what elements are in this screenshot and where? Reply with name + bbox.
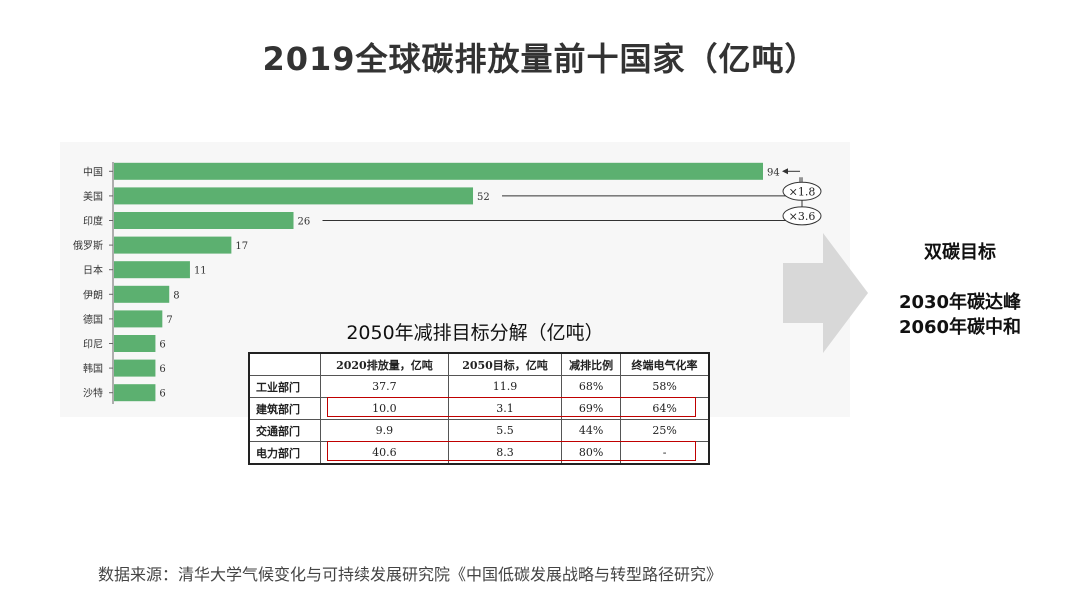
table-row: 电力部门 40.6 8.3 80% -	[248, 441, 710, 465]
category-label: 德国	[83, 313, 103, 326]
table-row: 工业部门 37.7 11.9 68% 58%	[248, 375, 710, 398]
row-label: 交通部门	[248, 419, 321, 442]
multiplier-label: ×1.8	[789, 185, 816, 198]
table-cell: 11.9	[447, 375, 563, 398]
value-label: 17	[235, 241, 248, 252]
value-label: 6	[159, 340, 165, 351]
value-label: 7	[166, 315, 172, 326]
source-note: 数据来源：清华大学气候变化与可持续发展研究院《中国低碳发展战略与转型路径研究》	[98, 565, 723, 584]
goal-line-neutral: 2060年碳中和	[898, 317, 1022, 338]
row-label: 建筑部门	[248, 397, 321, 420]
goal-line-peak: 2030年碳达峰	[898, 292, 1022, 313]
bar-chart-svg: 中国 94 美国 52 印度 26 俄罗斯 17 日本 11 伊朗 8 德国 7 印尼 6 韩国 6 沙特 6 ×1.8…	[73, 162, 822, 404]
reduction-table: 2020排放量，亿吨 2050目标，亿吨 减排比例 终端电气化率 工业部门 37…	[248, 352, 710, 465]
row-label: 电力部门	[248, 441, 321, 465]
bar	[114, 261, 190, 279]
value-label: 8	[173, 290, 179, 301]
table-header-row: 2020排放量，亿吨 2050目标，亿吨 减排比例 终端电气化率	[248, 352, 710, 376]
category-label: 印尼	[83, 339, 103, 351]
page-title: 2019全球碳排放量前十国家（亿吨）	[262, 40, 818, 78]
row-label: 工业部门	[248, 375, 321, 398]
header-cell-reduction-ratio: 减排比例	[561, 352, 622, 376]
header-cell-target-2050: 2050目标，亿吨	[447, 352, 563, 376]
table-cell: 40.6	[320, 441, 449, 465]
multiplier-label: ×3.6	[789, 210, 816, 223]
table-cell: 68%	[561, 375, 622, 398]
header-cell-emission-2020: 2020排放量，亿吨	[320, 352, 449, 376]
goal-title: 双碳目标	[924, 242, 996, 263]
bar	[114, 384, 156, 402]
multiplier-circle	[782, 181, 822, 201]
value-label: 6	[159, 364, 165, 375]
header-cell-empty	[248, 352, 321, 376]
bar	[114, 162, 763, 180]
value-label: 11	[194, 266, 207, 277]
table-cell: 25%	[620, 419, 710, 442]
category-label: 伊朗	[83, 289, 103, 301]
highlight-box-building	[327, 397, 696, 417]
value-label: 94	[767, 167, 780, 178]
table-cell: 9.9	[320, 419, 449, 442]
bar	[114, 285, 170, 303]
value-label: 26	[298, 217, 311, 228]
bar	[114, 310, 163, 328]
value-label: 52	[477, 192, 490, 203]
category-label: 日本	[83, 264, 103, 277]
compare-line-usa	[502, 177, 801, 197]
bar	[114, 212, 294, 229]
bar	[114, 187, 474, 205]
arrowhead-icon	[782, 168, 788, 175]
multiplier-circle	[782, 206, 822, 226]
table-cell: 5.5	[447, 419, 563, 442]
header-cell-electrification: 终端电气化率	[620, 352, 710, 376]
category-label: 韩国	[83, 362, 103, 375]
right-arrow-icon	[783, 233, 868, 353]
category-label: 俄罗斯	[73, 239, 103, 252]
table-cell: 37.7	[320, 375, 449, 398]
table-title: 2050年减排目标分解（亿吨）	[346, 322, 604, 344]
bar	[114, 359, 156, 377]
table-cell: 44%	[561, 419, 622, 442]
value-label: 6	[159, 389, 165, 400]
category-label: 中国	[83, 165, 103, 178]
category-label: 沙特	[83, 388, 103, 400]
table-row: 交通部门 9.9 5.5 44% 25%	[248, 419, 710, 442]
category-label: 印度	[83, 215, 103, 228]
bar	[114, 335, 156, 352]
highlight-box-power	[327, 441, 696, 461]
bar	[114, 236, 232, 254]
table-cell: 58%	[620, 375, 710, 398]
table-cell: 69%	[561, 397, 622, 420]
category-label: 美国	[83, 190, 103, 203]
